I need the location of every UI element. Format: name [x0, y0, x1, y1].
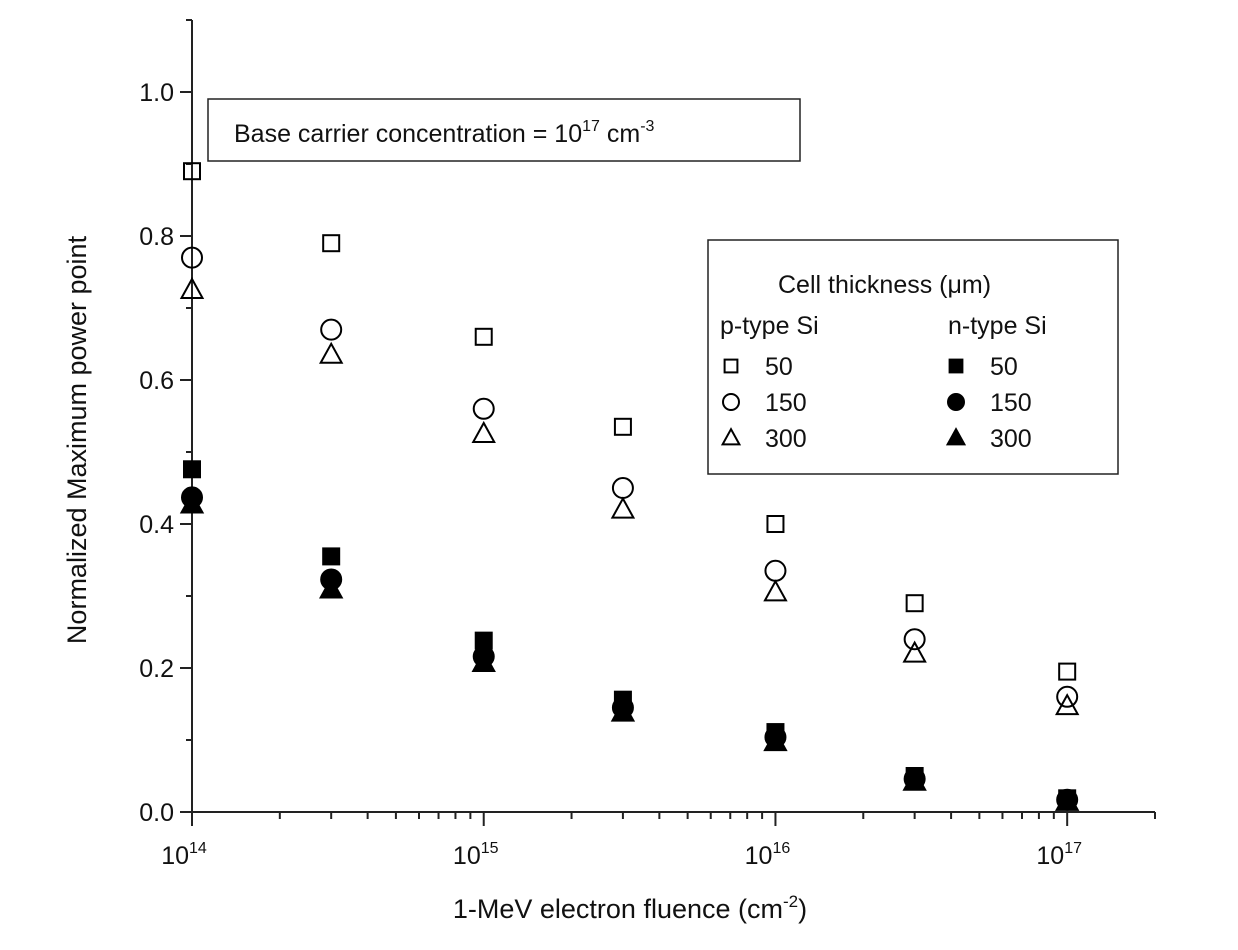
data-point [763, 579, 788, 602]
data-point [179, 276, 205, 299]
legend-marker [720, 427, 742, 446]
data-point [902, 640, 927, 663]
x-tick-label: 1014 [161, 840, 207, 870]
x-tick-label: 1017 [1036, 840, 1082, 870]
series-p-300 [179, 276, 1080, 716]
data-point [764, 559, 787, 582]
data-point [902, 768, 927, 791]
data-point [1058, 662, 1077, 681]
data-point [474, 327, 493, 346]
data-point [766, 515, 785, 533]
legend-label: 300 [765, 425, 807, 453]
y-tick-label: 0.2 [139, 655, 174, 683]
data-point [472, 397, 495, 420]
legend-label: 150 [765, 389, 807, 417]
data-point [1056, 685, 1079, 708]
series-n-50 [183, 460, 1077, 808]
x-axis-label: 1-MeV electron fluence (cm-2) [453, 892, 807, 924]
data-point [1054, 788, 1080, 811]
x-tick-label: 1016 [745, 840, 791, 870]
legend-label: 300 [990, 425, 1032, 453]
data-point [763, 729, 788, 752]
data-point [318, 576, 344, 599]
y-tick-label: 0.8 [139, 223, 174, 251]
legend-label: 50 [990, 353, 1018, 381]
legend-label: 150 [990, 389, 1032, 417]
data-point [610, 699, 636, 722]
annotation-text: Base carrier concentration = 1017 cm-3 [234, 118, 655, 148]
x-tick-label: 1015 [453, 840, 499, 870]
data-point [905, 594, 924, 613]
legend-marker [947, 393, 965, 411]
data-point [471, 420, 496, 443]
data-point [611, 477, 634, 499]
series-p-50 [183, 162, 1077, 681]
y-tick-label: 0.6 [139, 367, 174, 395]
data-points [179, 162, 1080, 811]
series-n-300 [179, 491, 1080, 811]
legend-title: Cell thickness (μm) [778, 271, 991, 299]
legend-label: 50 [765, 353, 793, 381]
data-point [181, 246, 203, 269]
annotation-box: Base carrier concentration = 1017 cm-3 [207, 98, 801, 162]
series-n-150 [181, 486, 1079, 811]
legend-marker [722, 393, 740, 411]
legend: Cell thickness (μm) p-type Si n-type Si … [707, 239, 1119, 475]
y-axis-label: Normalized Maximum power point [62, 235, 92, 644]
legend-marker [948, 358, 964, 374]
y-tick-label: 0.4 [139, 511, 174, 539]
legend-col-n: n-type Si [948, 312, 1047, 340]
data-point [613, 417, 632, 436]
data-point [320, 318, 343, 341]
legend-col-p: p-type Si [720, 312, 819, 340]
y-tick-label: 0.0 [139, 799, 174, 827]
data-point [179, 491, 205, 514]
data-point [322, 234, 341, 253]
data-point [903, 628, 926, 651]
data-point [471, 649, 496, 672]
data-point [183, 162, 201, 181]
data-point [322, 547, 341, 566]
data-point [183, 460, 201, 479]
axes: 0.0 0.2 0.4 0.6 0.8 1.0 1014 1015 1016 1017 [139, 19, 1156, 870]
legend-marker [723, 358, 739, 374]
y-tick-label: 1.0 [139, 79, 174, 107]
legend-marker [945, 427, 967, 446]
data-point [1054, 693, 1080, 716]
data-point [610, 496, 636, 519]
data-point [318, 341, 344, 364]
